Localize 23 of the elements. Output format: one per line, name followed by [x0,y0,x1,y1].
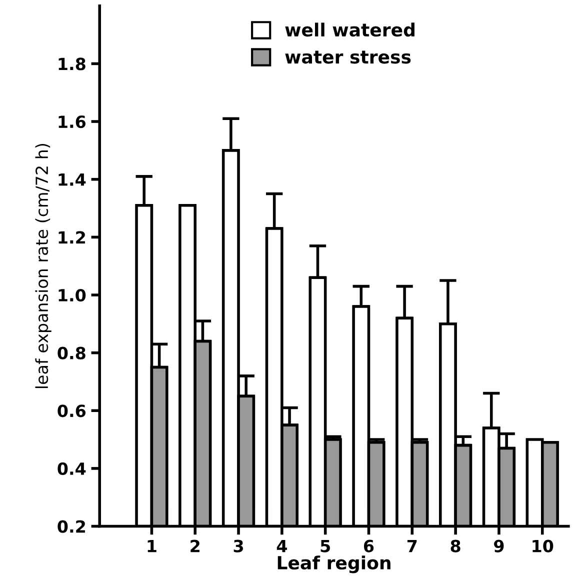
y-tick-label: 0.6 [58,404,86,418]
x-tick-label: 4 [276,540,287,552]
x-tick-label: 3 [234,540,243,552]
y-tick-label: 1.6 [58,116,86,128]
y-tick-label: 1.8 [58,58,86,70]
y-tick-label: 1.2 [58,231,85,244]
x-axis-title: Leaf region [278,556,390,574]
x-tick-label: 6 [364,540,374,552]
x-tick-label: 1 [148,540,156,552]
y-tick-label: 0.4 [58,462,86,476]
x-tick-label: 2 [190,540,200,552]
legend-label: water stress [285,50,411,64]
x-tick-label: 10 [532,540,554,552]
x-tick-label: 8 [450,540,460,552]
y-tick-label: 0.2 [58,520,85,533]
y-tick-label: 0.8 [58,346,86,360]
x-tick-label: 5 [320,540,330,552]
legend-label: well watered [285,22,414,37]
y-axis-title: leaf expansion rate (cm/72 h) [35,144,52,388]
y-tick-label: 1.4 [58,174,86,186]
y-tick-label: 1.0 [58,288,86,302]
x-tick-label: 7 [407,540,417,552]
x-tick-label: 9 [494,540,504,552]
